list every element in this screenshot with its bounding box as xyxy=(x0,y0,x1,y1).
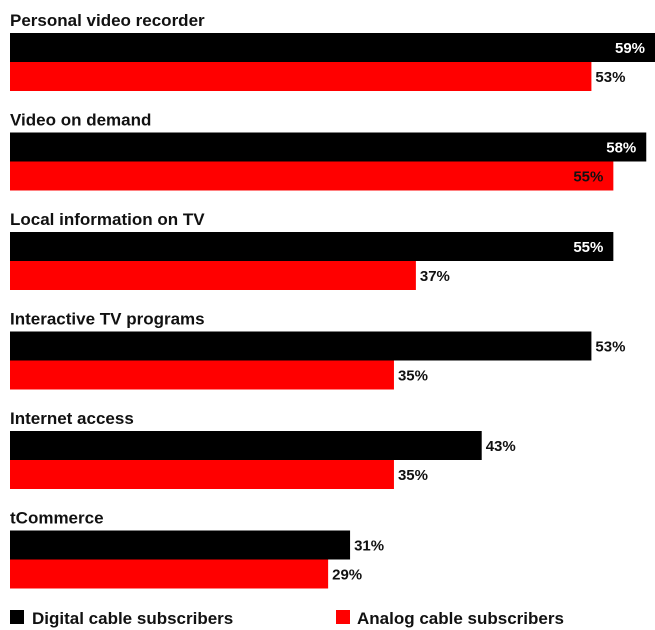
category-group-video-on-demand: Video on demand 58%55% xyxy=(10,111,647,191)
bar-digital xyxy=(10,331,592,361)
bar-digital xyxy=(10,232,614,261)
value-label-digital: 55% xyxy=(573,239,603,256)
legend-label-analog: Analog cable subscribers xyxy=(357,609,564,628)
legend-label-digital: Digital cable subscribers xyxy=(32,609,233,628)
bar-digital xyxy=(10,132,647,162)
category-group-interactive-tv-programs: Interactive TV programs 53% 35% xyxy=(10,310,625,390)
bar-analog xyxy=(10,360,394,390)
value-label-analog: 35% xyxy=(398,368,428,385)
value-label-digital: 31% xyxy=(354,538,384,555)
bar-digital xyxy=(10,431,482,460)
category-group-local-information-on-tv: Local information on TV 55% 37% xyxy=(10,210,614,290)
value-label-analog: 35% xyxy=(398,467,428,484)
category-label: Video on demand xyxy=(10,111,151,130)
value-label-digital: 59% xyxy=(615,40,645,57)
value-label-analog: 55% xyxy=(573,169,603,186)
bar-analog xyxy=(10,460,394,489)
legend-swatch-analog xyxy=(336,610,350,624)
category-group-tcommerce: tCommerce 31% 29% xyxy=(10,509,384,589)
category-group-internet-access: Internet access 43% 35% xyxy=(10,409,516,489)
bar-analog xyxy=(10,161,614,191)
value-label-analog: 37% xyxy=(420,268,450,285)
legend-swatch-digital xyxy=(10,610,24,624)
value-label-digital: 58% xyxy=(606,140,636,157)
bar-analog xyxy=(10,559,329,589)
category-label: tCommerce xyxy=(10,509,104,528)
bar-analog xyxy=(10,261,416,290)
bar-digital xyxy=(10,33,655,62)
category-label: Personal video recorder xyxy=(10,11,205,30)
category-label: Local information on TV xyxy=(10,210,205,229)
bar-digital xyxy=(10,530,351,560)
value-label-digital: 53% xyxy=(595,339,625,356)
bar-analog xyxy=(10,62,592,91)
legend: Digital cable subscribers Analog cable s… xyxy=(10,609,564,628)
category-group-personal-video-recorder: Personal video recorder 59% 53% xyxy=(10,11,655,91)
value-label-analog: 53% xyxy=(595,69,625,86)
category-label: Interactive TV programs xyxy=(10,310,205,329)
bar-groups: Personal video recorder 59% 53% Video on de… xyxy=(10,11,655,589)
category-label: Internet access xyxy=(10,409,134,428)
value-label-analog: 29% xyxy=(332,567,362,584)
value-label-digital: 43% xyxy=(486,438,516,455)
